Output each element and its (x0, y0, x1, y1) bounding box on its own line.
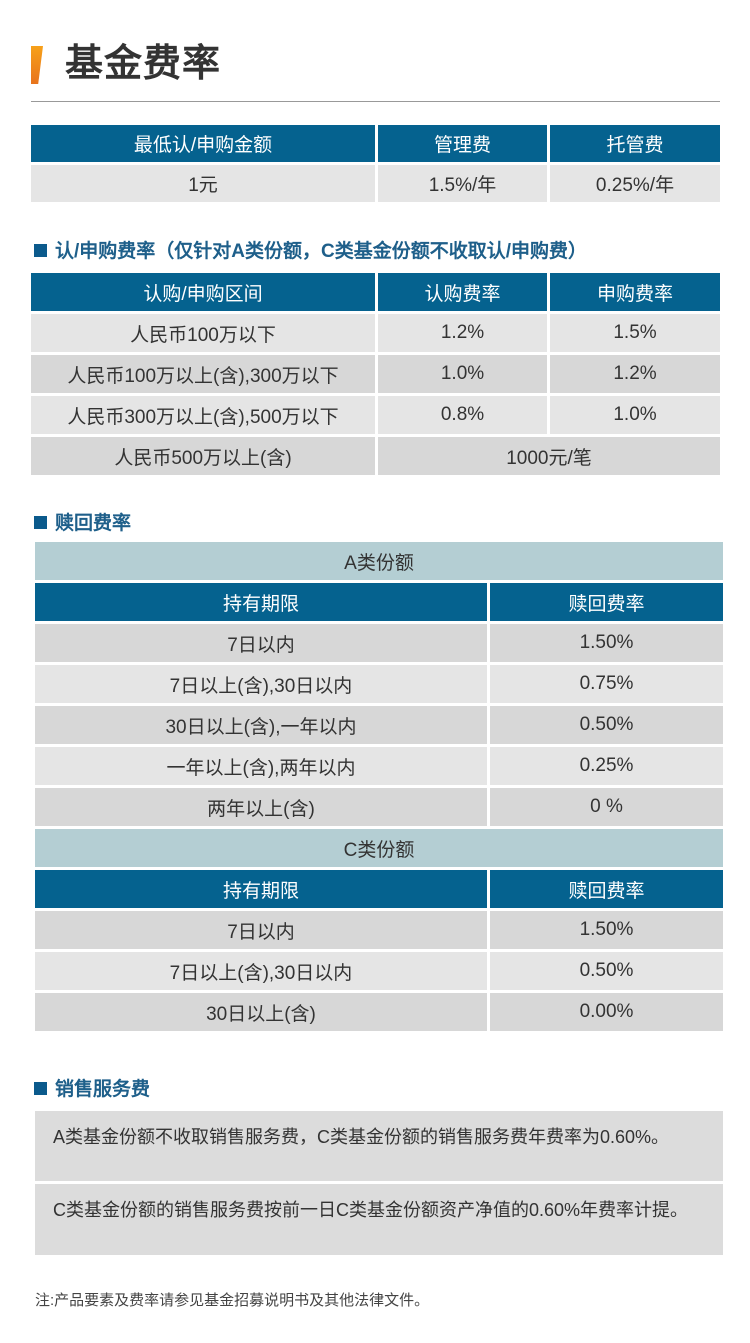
table-row: 30日以上(含) 0.00% (35, 993, 723, 1034)
redemption-rate: 0.50% (490, 706, 723, 747)
redemption-heading: 赎回费率 (34, 511, 131, 537)
redemption-table: A类份额 持有期限 赎回费率 7日以内 1.50% 7日以上(含),30日以内 … (35, 542, 723, 1034)
redemption-rate: 0.00% (490, 993, 723, 1034)
page-title-area: 基金费率 (31, 38, 720, 102)
redemption-rate: 0.50% (490, 952, 723, 993)
class-a-title: A类份额 (35, 542, 723, 583)
table-row: 7日以内 1.50% (35, 624, 723, 665)
fees-management: 1.5%/年 (378, 165, 550, 205)
subscription-range: 人民币300万以上(含),500万以下 (31, 396, 378, 437)
class-a-header-rate: 赎回费率 (490, 583, 723, 624)
table-row: 两年以上(含) 0 % (35, 788, 723, 829)
holding-period: 30日以上(含) (35, 993, 490, 1034)
holding-period: 7日以内 (35, 624, 490, 665)
redemption-rate: 0.75% (490, 665, 723, 706)
flat-fee: 1000元/笔 (378, 437, 720, 478)
holding-period: 7日以上(含),30日以内 (35, 665, 490, 706)
square-bullet-icon (34, 516, 47, 529)
subscription-range: 人民币100万以下 (31, 314, 378, 355)
subscription-header-range: 认购/申购区间 (31, 273, 378, 314)
holding-period: 30日以上(含),一年以内 (35, 706, 490, 747)
subscription-rate: 1.2% (378, 314, 550, 355)
square-bullet-icon (34, 244, 47, 257)
sales-fee-paragraph-2: C类基金份额的销售服务费按前一日C类基金份额资产净值的0.60%年费率计提。 (35, 1184, 723, 1255)
holding-period: 7日以上(含),30日以内 (35, 952, 490, 993)
subscription-heading-text: 认/申购费率（仅针对A类份额，C类基金份额不收取认/申购费） (55, 241, 588, 262)
subscription-table: 认购/申购区间 认购费率 申购费率 人民币100万以下 1.2% 1.5% 人民… (31, 273, 720, 478)
table-row: 7日以内 1.50% (35, 911, 723, 952)
purchase-rate: 1.0% (550, 396, 720, 437)
sales-fee-heading-text: 销售服务费 (55, 1079, 151, 1100)
class-a-header-period: 持有期限 (35, 583, 490, 624)
fees-min-amount: 1元 (31, 165, 378, 205)
sales-fee-heading: 销售服务费 (34, 1077, 150, 1103)
fees-header-custody: 托管费 (550, 125, 720, 165)
fees-header-management: 管理费 (378, 125, 550, 165)
subscription-heading: 认/申购费率（仅针对A类份额，C类基金份额不收取认/申购费） (34, 239, 587, 265)
subscription-rate: 1.0% (378, 355, 550, 396)
table-row: 人民币100万以下 1.2% 1.5% (31, 314, 720, 355)
table-row: 30日以上(含),一年以内 0.50% (35, 706, 723, 747)
subscription-rate: 0.8% (378, 396, 550, 437)
class-c-header-rate: 赎回费率 (490, 870, 723, 911)
table-row: 人民币100万以上(含),300万以下 1.0% 1.2% (31, 355, 720, 396)
subscription-header-subscribe: 认购费率 (378, 273, 550, 314)
purchase-rate: 1.2% (550, 355, 720, 396)
page-title: 基金费率 (65, 43, 222, 85)
subscription-range: 人民币100万以上(含),300万以下 (31, 355, 378, 396)
holding-period: 两年以上(含) (35, 788, 490, 829)
fees-custody: 0.25%/年 (550, 165, 720, 205)
sales-fee-text-1: A类基金份额不收取销售服务费，C类基金份额的销售服务费年费率为0.60%。 (53, 1127, 670, 1147)
table-row: 人民币500万以上(含) 1000元/笔 (31, 437, 720, 478)
class-c-title: C类份额 (35, 829, 723, 870)
redemption-rate: 0 % (490, 788, 723, 829)
sales-fee-paragraph-1: A类基金份额不收取销售服务费，C类基金份额的销售服务费年费率为0.60%。 (35, 1111, 723, 1181)
holding-period: 7日以内 (35, 911, 490, 952)
subscription-range: 人民币500万以上(含) (31, 437, 378, 478)
class-c-header-period: 持有期限 (35, 870, 490, 911)
redemption-rate: 1.50% (490, 911, 723, 952)
subscription-header-purchase: 申购费率 (550, 273, 720, 314)
redemption-heading-text: 赎回费率 (55, 513, 132, 534)
table-row: 一年以上(含),两年以内 0.25% (35, 747, 723, 788)
footnote: 注:产品要素及费率请参见基金招募说明书及其他法律文件。 (35, 1292, 430, 1309)
redemption-rate: 1.50% (490, 624, 723, 665)
table-row: 7日以上(含),30日以内 0.50% (35, 952, 723, 993)
redemption-rate: 0.25% (490, 747, 723, 788)
table-row: 人民币300万以上(含),500万以下 0.8% 1.0% (31, 396, 720, 437)
fees-table: 最低认/申购金额 管理费 托管费 1元 1.5%/年 0.25%/年 (31, 125, 720, 205)
holding-period: 一年以上(含),两年以内 (35, 747, 490, 788)
sales-fee-text-2: C类基金份额的销售服务费按前一日C类基金份额资产净值的0.60%年费率计提。 (53, 1200, 689, 1220)
square-bullet-icon (34, 1082, 47, 1095)
purchase-rate: 1.5% (550, 314, 720, 355)
fees-header-min-amount: 最低认/申购金额 (31, 125, 378, 165)
table-row: 7日以上(含),30日以内 0.75% (35, 665, 723, 706)
title-accent-bar (31, 46, 43, 84)
